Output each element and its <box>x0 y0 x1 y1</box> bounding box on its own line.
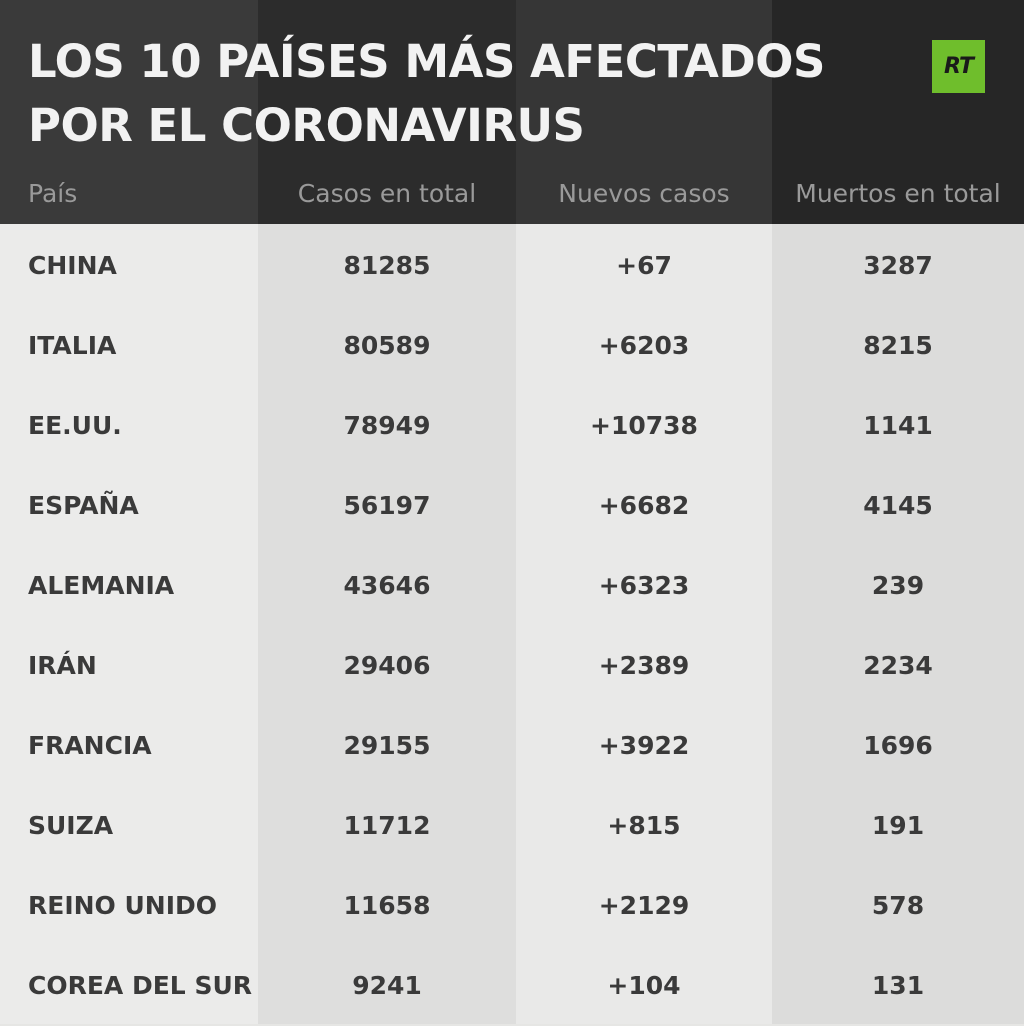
cell-new-cases: +10738 <box>590 411 698 440</box>
column-header-country: País <box>28 179 78 208</box>
cell-new-cases: +104 <box>607 971 681 1000</box>
cell-country: REINO UNIDO <box>28 891 218 920</box>
cell-new-cases: +67 <box>616 251 672 280</box>
cell-new-cases: +2389 <box>598 651 690 680</box>
column-header-total-cases: Casos en total <box>297 179 477 208</box>
cell-country: EE.UU. <box>28 411 122 440</box>
table-row: FRANCIA 29155 +3922 1696 <box>0 706 1024 786</box>
cell-total-deaths: 2234 <box>863 651 933 680</box>
table-row: IRÁN 29406 +2389 2234 <box>0 626 1024 706</box>
cell-country: ESPAÑA <box>28 491 139 520</box>
cell-total-cases: 80589 <box>343 331 431 360</box>
table-row: CHINA 81285 +67 3287 <box>0 226 1024 306</box>
cell-country: CHINA <box>28 251 117 280</box>
cell-new-cases: +3922 <box>598 731 690 760</box>
cell-total-deaths: 1141 <box>863 411 933 440</box>
table-row: REINO UNIDO 11658 +2129 578 <box>0 866 1024 946</box>
cell-country: SUIZA <box>28 811 114 840</box>
cell-total-deaths: 578 <box>871 891 925 920</box>
cell-new-cases: +2129 <box>598 891 690 920</box>
cell-total-cases: 29406 <box>343 651 431 680</box>
cell-total-deaths: 8215 <box>863 331 933 360</box>
cell-total-cases: 81285 <box>343 251 431 280</box>
header: LOS 10 PAÍSES MÁS AFECTADOS POR EL CORON… <box>0 0 1024 224</box>
table-row: ITALIA 80589 +6203 8215 <box>0 306 1024 386</box>
cell-total-cases: 56197 <box>343 491 431 520</box>
cell-total-cases: 43646 <box>343 571 431 600</box>
table-row: COREA DEL SUR 9241 +104 131 <box>0 946 1024 1026</box>
table-body: CHINA 81285 +67 3287 ITALIA 80589 +6203 8215 EE.… <box>0 226 1024 1026</box>
table-row: EE.UU. 78949 +10738 1141 <box>0 386 1024 466</box>
cell-new-cases: +6203 <box>598 331 690 360</box>
table-row: ESPAÑA 56197 +6682 4145 <box>0 466 1024 546</box>
table-row: SUIZA 11712 +815 191 <box>0 786 1024 866</box>
cell-total-deaths: 1696 <box>863 731 933 760</box>
cell-total-deaths: 191 <box>871 811 925 840</box>
cell-total-deaths: 4145 <box>863 491 933 520</box>
cell-total-cases: 11712 <box>343 811 431 840</box>
title-line-2: POR EL CORONAVIRUS <box>28 99 585 152</box>
cell-country: ITALIA <box>28 331 117 360</box>
cell-country: COREA DEL SUR <box>28 971 252 1000</box>
cell-total-deaths: 239 <box>871 571 925 600</box>
cell-total-deaths: 3287 <box>863 251 933 280</box>
cell-total-cases: 29155 <box>343 731 431 760</box>
page-title: LOS 10 PAÍSES MÁS AFECTADOS POR EL CORON… <box>28 30 888 158</box>
cell-total-cases: 78949 <box>343 411 431 440</box>
cell-new-cases: +6323 <box>598 571 690 600</box>
column-header-total-deaths: Muertos en total <box>795 179 1001 208</box>
cell-new-cases: +6682 <box>598 491 690 520</box>
rt-logo: RT <box>932 40 985 93</box>
cell-total-cases: 9241 <box>352 971 422 1000</box>
column-header-new-cases: Nuevos casos <box>558 179 730 208</box>
cell-country: ALEMANIA <box>28 571 175 600</box>
cell-country: FRANCIA <box>28 731 152 760</box>
cell-total-deaths: 131 <box>871 971 925 1000</box>
cell-country: IRÁN <box>28 651 97 680</box>
table-row: ALEMANIA 43646 +6323 239 <box>0 546 1024 626</box>
cell-new-cases: +815 <box>607 811 681 840</box>
title-line-1: LOS 10 PAÍSES MÁS AFECTADOS <box>28 35 825 88</box>
cell-total-cases: 11658 <box>343 891 431 920</box>
